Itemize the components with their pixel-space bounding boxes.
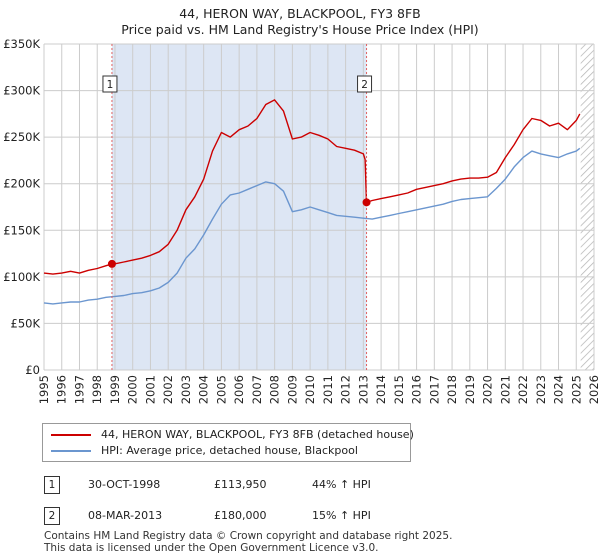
transaction-hpi: 15% ↑ HPI [312, 509, 371, 522]
x-tick-label: 2007 [250, 375, 264, 404]
transaction-date: 08-MAR-2013 [88, 509, 163, 522]
transaction-row: 1 30-OCT-1998 £113,950 44% ↑ HPI [0, 476, 600, 498]
x-tick-label: 2018 [445, 375, 459, 404]
x-tick-label: 2023 [534, 375, 548, 404]
y-tick-label: £100K [3, 270, 40, 284]
x-tick-label: 1995 [37, 375, 51, 404]
x-tick-label: 2019 [463, 375, 477, 404]
x-tick-label: 2015 [392, 375, 406, 404]
x-tick-label: 1999 [108, 375, 122, 404]
x-tick-label: 2020 [481, 375, 495, 404]
legend-swatch-hpi [51, 450, 91, 452]
x-tick-label: 1997 [72, 375, 86, 404]
transaction-row: 2 08-MAR-2013 £180,000 15% ↑ HPI [0, 507, 600, 529]
chart-legend: 44, HERON WAY, BLACKPOOL, FY3 8FB (detac… [42, 423, 414, 462]
x-tick-label: 2016 [410, 375, 424, 404]
price-chart: £0 £50K £100K £150K £200K £250K £300K £350K 1995… [3, 37, 600, 404]
transaction-date: 30-OCT-1998 [88, 478, 161, 491]
x-tick-label: 2008 [268, 375, 282, 404]
y-tick-label: £350K [3, 37, 40, 51]
sale-marker-label: 2 [361, 79, 368, 91]
transaction-hpi: 44% ↑ HPI [312, 478, 371, 491]
x-tick-label: 1996 [55, 375, 69, 404]
x-tick-label: 2017 [427, 375, 441, 404]
sale-point [107, 259, 116, 268]
transaction-number-badge: 2 [44, 507, 60, 525]
x-tick-label: 2026 [587, 375, 600, 404]
x-tick-label: 2004 [197, 375, 211, 404]
sale-marker-badge [102, 75, 118, 93]
y-tick-label: £50K [11, 316, 41, 330]
x-tick-label: 2002 [161, 375, 175, 404]
x-tick-label: 2003 [179, 375, 193, 404]
x-tick-label: 2009 [285, 375, 299, 404]
sale-marker-label: 1 [107, 79, 114, 91]
x-tick-label: 2024 [552, 375, 566, 404]
x-tick-label: 2001 [143, 375, 157, 404]
x-tick-label: 2013 [356, 375, 370, 404]
legend-label-property: 44, HERON WAY, BLACKPOOL, FY3 8FB (detac… [101, 428, 414, 441]
x-tick-label: 2000 [126, 375, 140, 404]
x-tick-label: 2006 [232, 375, 246, 404]
sale-marker-badge [357, 75, 373, 93]
y-tick-label: £0 [25, 363, 40, 377]
x-tick-label: 1998 [90, 375, 104, 404]
x-tick-label: 2022 [516, 375, 530, 404]
transaction-price: £180,000 [214, 509, 267, 522]
chart-title: 44, HERON WAY, BLACKPOOL, FY3 8FB [179, 6, 421, 21]
forecast-hatch [580, 44, 594, 370]
y-tick-label: £250K [3, 130, 40, 144]
footer-copyright: Contains HM Land Registry data © Crown c… [44, 530, 453, 542]
y-tick-label: £150K [3, 223, 40, 237]
property-price-line [43, 99, 581, 275]
x-tick-label: 2014 [374, 375, 388, 404]
footer-license: This data is licensed under the Open Gov… [44, 542, 379, 554]
hpi-line [43, 147, 581, 305]
x-tick-label: 2021 [498, 375, 512, 404]
y-tick-label: £200K [3, 177, 40, 191]
transaction-price: £113,950 [214, 478, 267, 491]
sale-point [362, 198, 371, 207]
x-tick-label: 2012 [339, 375, 353, 404]
x-tick-label: 2010 [303, 375, 317, 404]
transaction-number-badge: 1 [44, 476, 60, 494]
y-tick-label: £300K [3, 84, 40, 98]
x-tick-label: 2005 [214, 375, 228, 404]
legend-label-hpi: HPI: Average price, detached house, Blac… [101, 444, 358, 457]
x-tick-label: 2025 [569, 375, 583, 404]
legend-swatch-property [51, 434, 91, 436]
x-tick-label: 2011 [321, 375, 335, 404]
chart-subtitle: Price paid vs. HM Land Registry's House … [121, 22, 479, 37]
